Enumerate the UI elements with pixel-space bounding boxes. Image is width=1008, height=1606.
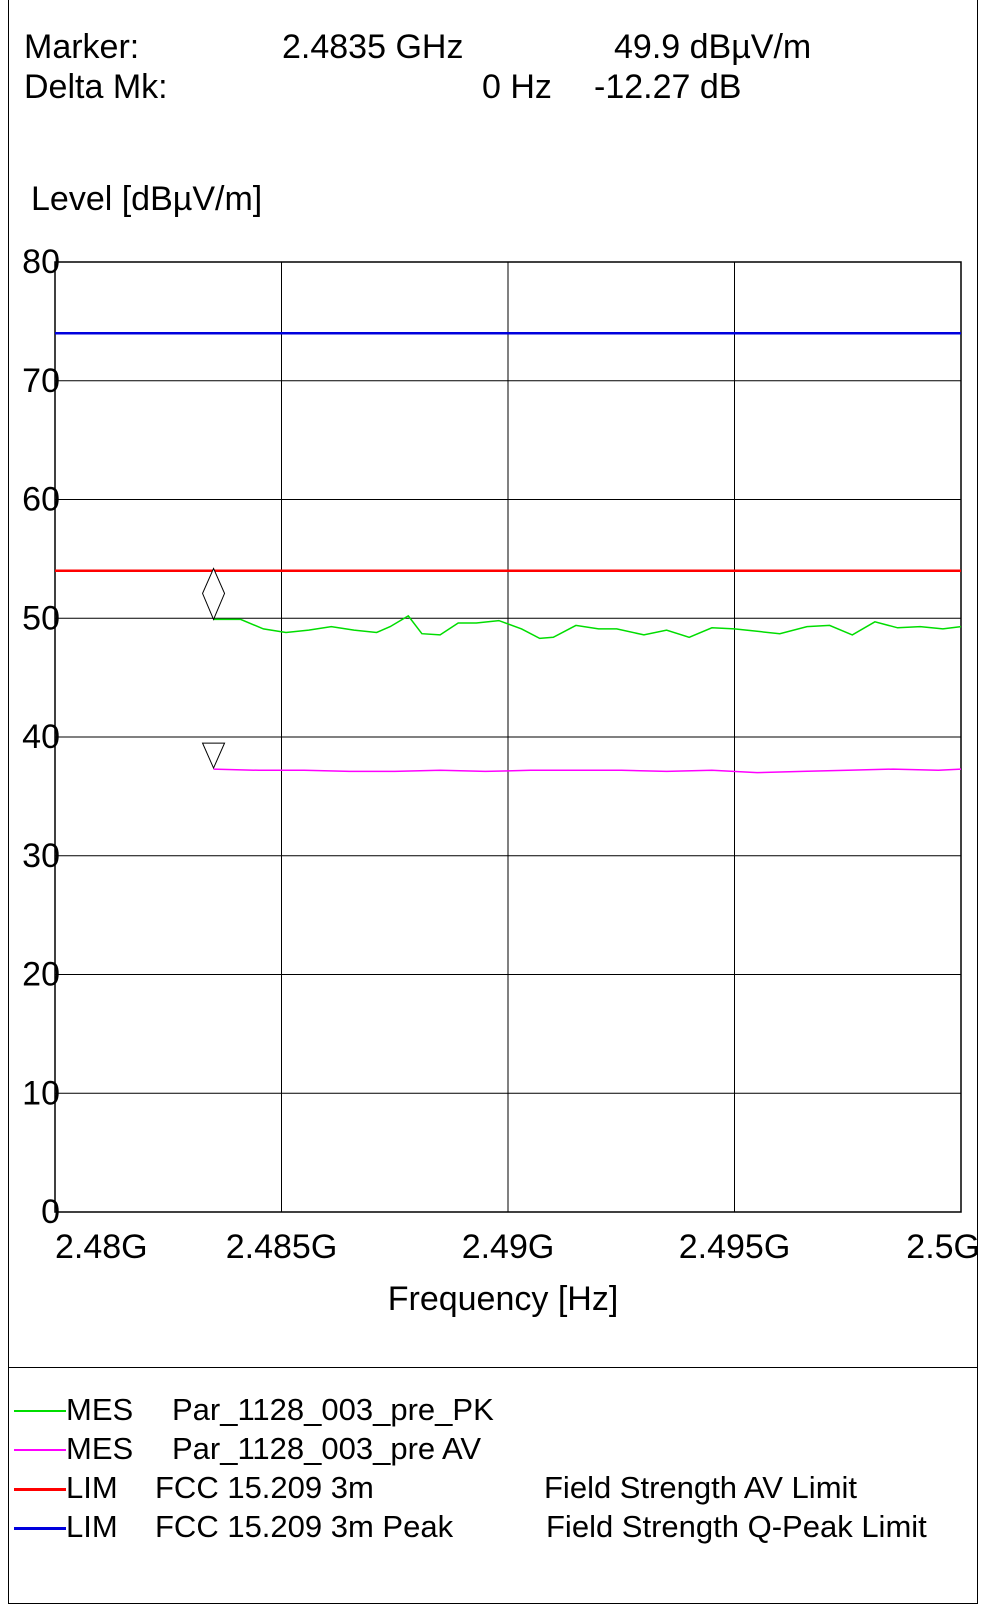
marker-frequency: 2.4835 GHz	[282, 28, 464, 66]
delta-level: -12.27 dB	[594, 68, 742, 106]
delta-label: Delta Mk:	[24, 68, 168, 106]
diamond-marker-icon	[202, 567, 226, 621]
marker-layer	[201, 567, 226, 770]
x-tick-label: 2.48G	[55, 1228, 148, 1266]
y-tick-label: 80	[22, 243, 60, 281]
legend-entry: MES Par_1128_003_pre_PK	[8, 1390, 978, 1430]
marker-label: Marker:	[24, 28, 140, 66]
legend-line-swatch	[14, 1488, 66, 1491]
y-tick-label: 40	[22, 718, 60, 756]
y-tick-label: 10	[22, 1074, 60, 1112]
y-tick-label: 30	[22, 837, 60, 875]
delta-frequency: 0 Hz	[482, 68, 552, 106]
legend-entry-name: Par_1128_003_pre_PK	[172, 1392, 494, 1427]
y-tick-label: 70	[22, 362, 60, 400]
legend-entry-description: Field Strength Q-Peak Limit	[546, 1509, 927, 1544]
x-tick-label: 2.495G	[679, 1228, 791, 1266]
y-tick-label: 60	[22, 481, 60, 519]
legend-entry-description: Field Strength AV Limit	[544, 1470, 858, 1505]
series-line	[213, 614, 962, 640]
x-tick-labels: 2.48G 2.485G 2.49G 2.495G 2.5G	[55, 1228, 980, 1266]
legend-entry-kind: MES	[66, 1392, 134, 1427]
legend-entry: LIM FCC 15.209 3m Peak Field Strength Q-Pe…	[8, 1507, 978, 1547]
x-tick-label: 2.49G	[462, 1228, 555, 1266]
series-line	[213, 768, 962, 774]
y-tick-label: 50	[22, 599, 60, 637]
series-layer	[55, 332, 962, 774]
x-axis-label: Frequency [Hz]	[388, 1280, 619, 1318]
x-tick-label: 2.485G	[226, 1228, 338, 1266]
y-tick-label: 0	[41, 1193, 60, 1231]
report-frame	[8, 0, 978, 1604]
legend-line-swatch	[14, 1449, 66, 1451]
y-tick-labels: 0 10 20 30 40 50 60 70 80	[22, 243, 60, 1231]
legend-line-swatch	[14, 1527, 66, 1530]
y-axis-label: Level [dBµV/m]	[31, 180, 262, 218]
legend-entry: MES Par_1128_003_pre AV	[8, 1429, 978, 1469]
triangle-marker-icon	[201, 742, 226, 770]
x-tick-label: 2.5G	[906, 1228, 980, 1266]
legend-entry-kind: MES	[66, 1431, 134, 1466]
legend-divider	[8, 1367, 978, 1368]
legend-entry-kind: LIM	[66, 1509, 118, 1544]
legend-entry-name: Par_1128_003_pre AV	[172, 1431, 482, 1466]
legend-entry: LIM FCC 15.209 3m Field Strength AV Limit	[8, 1468, 978, 1508]
grid	[54, 261, 962, 1213]
legend-entry-name: FCC 15.209 3m Peak	[155, 1509, 454, 1544]
legend-line-swatch	[14, 1410, 66, 1412]
legend-entry-name: FCC 15.209 3m	[155, 1470, 374, 1505]
legend-entry-kind: LIM	[66, 1470, 118, 1505]
y-tick-label: 20	[22, 956, 60, 994]
marker-level: 49.9 dBµV/m	[614, 28, 812, 66]
